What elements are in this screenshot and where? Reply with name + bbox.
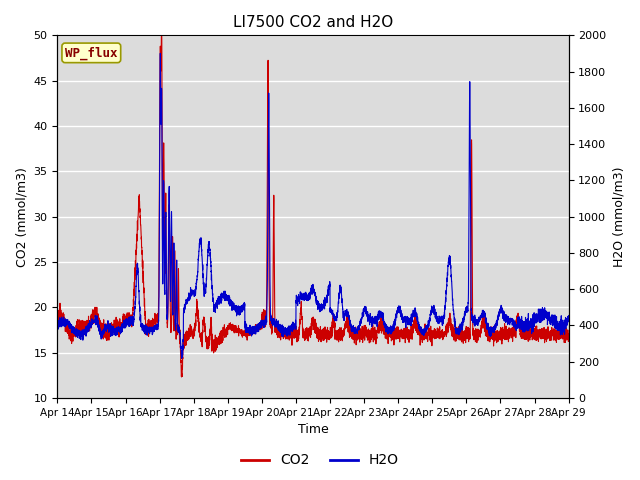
- Text: WP_flux: WP_flux: [65, 46, 118, 60]
- Title: LI7500 CO2 and H2O: LI7500 CO2 and H2O: [233, 15, 393, 30]
- Y-axis label: H2O (mmol/m3): H2O (mmol/m3): [612, 167, 625, 267]
- X-axis label: Time: Time: [298, 423, 328, 436]
- Legend: CO2, H2O: CO2, H2O: [236, 448, 404, 473]
- Y-axis label: CO2 (mmol/m3): CO2 (mmol/m3): [15, 167, 28, 266]
